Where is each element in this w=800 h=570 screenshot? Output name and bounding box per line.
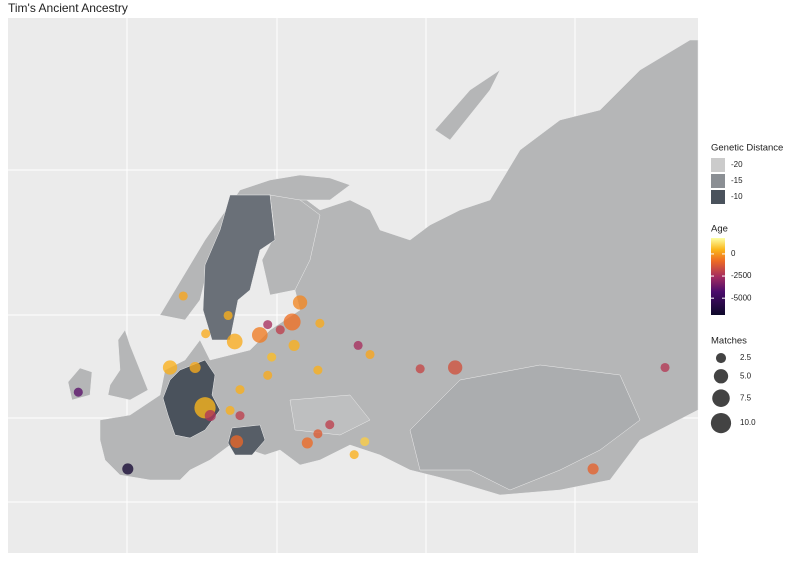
legend-label: -20 bbox=[731, 160, 743, 169]
sample-point bbox=[267, 352, 277, 362]
sample-point bbox=[226, 333, 243, 350]
legend-size bbox=[713, 369, 729, 384]
sample-point bbox=[587, 463, 599, 475]
sample-point bbox=[660, 362, 670, 373]
sample-point bbox=[178, 291, 188, 301]
legend-size bbox=[712, 389, 730, 407]
legend-title: Age bbox=[711, 224, 728, 235]
legend-title: Matches bbox=[711, 336, 747, 347]
region bbox=[409, 364, 641, 491]
sample-point bbox=[313, 429, 323, 439]
sample-point bbox=[235, 385, 245, 395]
sample-point bbox=[122, 463, 134, 475]
sample-point bbox=[251, 327, 268, 343]
legend-title: Genetic Distance bbox=[711, 143, 783, 154]
sample-point bbox=[204, 410, 216, 422]
legend-label: 2.5 bbox=[740, 353, 752, 362]
sample-point bbox=[301, 437, 313, 449]
region bbox=[202, 194, 276, 341]
sample-point bbox=[275, 325, 285, 335]
sample-point bbox=[349, 450, 359, 460]
legend-label: -15 bbox=[731, 176, 743, 185]
sample-point bbox=[313, 365, 323, 375]
sample-point bbox=[263, 370, 273, 380]
regions bbox=[162, 194, 641, 491]
legend-swatch bbox=[711, 190, 725, 204]
legend-label: 7.5 bbox=[740, 393, 752, 402]
points bbox=[73, 291, 670, 475]
legend-label: -10 bbox=[731, 192, 743, 201]
legend-label: 10.0 bbox=[740, 418, 756, 427]
legend-label: 5.0 bbox=[740, 371, 752, 380]
sample-point bbox=[360, 437, 370, 447]
sample-point bbox=[353, 340, 363, 350]
legend: Genetic Distance Age Matches -20 -15 -10 0 -… bbox=[710, 143, 783, 434]
legend-label: -5000 bbox=[731, 293, 752, 302]
sample-point bbox=[365, 349, 375, 360]
sample-point bbox=[415, 364, 425, 374]
legend-label: 0 bbox=[731, 249, 736, 258]
sample-point bbox=[223, 310, 233, 321]
region bbox=[289, 394, 371, 436]
sample-point bbox=[235, 411, 245, 421]
legend-size bbox=[710, 412, 732, 434]
sample-point bbox=[325, 420, 335, 430]
sample-point bbox=[292, 295, 308, 310]
sample-point bbox=[162, 360, 178, 375]
sample-point bbox=[225, 405, 235, 415]
legend-size bbox=[715, 353, 727, 364]
sample-point bbox=[230, 435, 244, 448]
sample-point bbox=[189, 361, 201, 374]
sample-point bbox=[201, 329, 211, 339]
legend-swatch bbox=[711, 174, 725, 188]
age-colorbar bbox=[711, 238, 725, 315]
sample-point bbox=[263, 320, 273, 330]
sample-point bbox=[73, 387, 83, 397]
legend-label: -2500 bbox=[731, 271, 752, 280]
sample-point bbox=[315, 318, 325, 328]
sample-point bbox=[288, 339, 300, 351]
sample-point bbox=[448, 360, 463, 375]
title: Tim's Ancient Ancestry bbox=[8, 1, 128, 15]
legend-swatch bbox=[711, 158, 725, 172]
sample-point bbox=[283, 313, 301, 331]
